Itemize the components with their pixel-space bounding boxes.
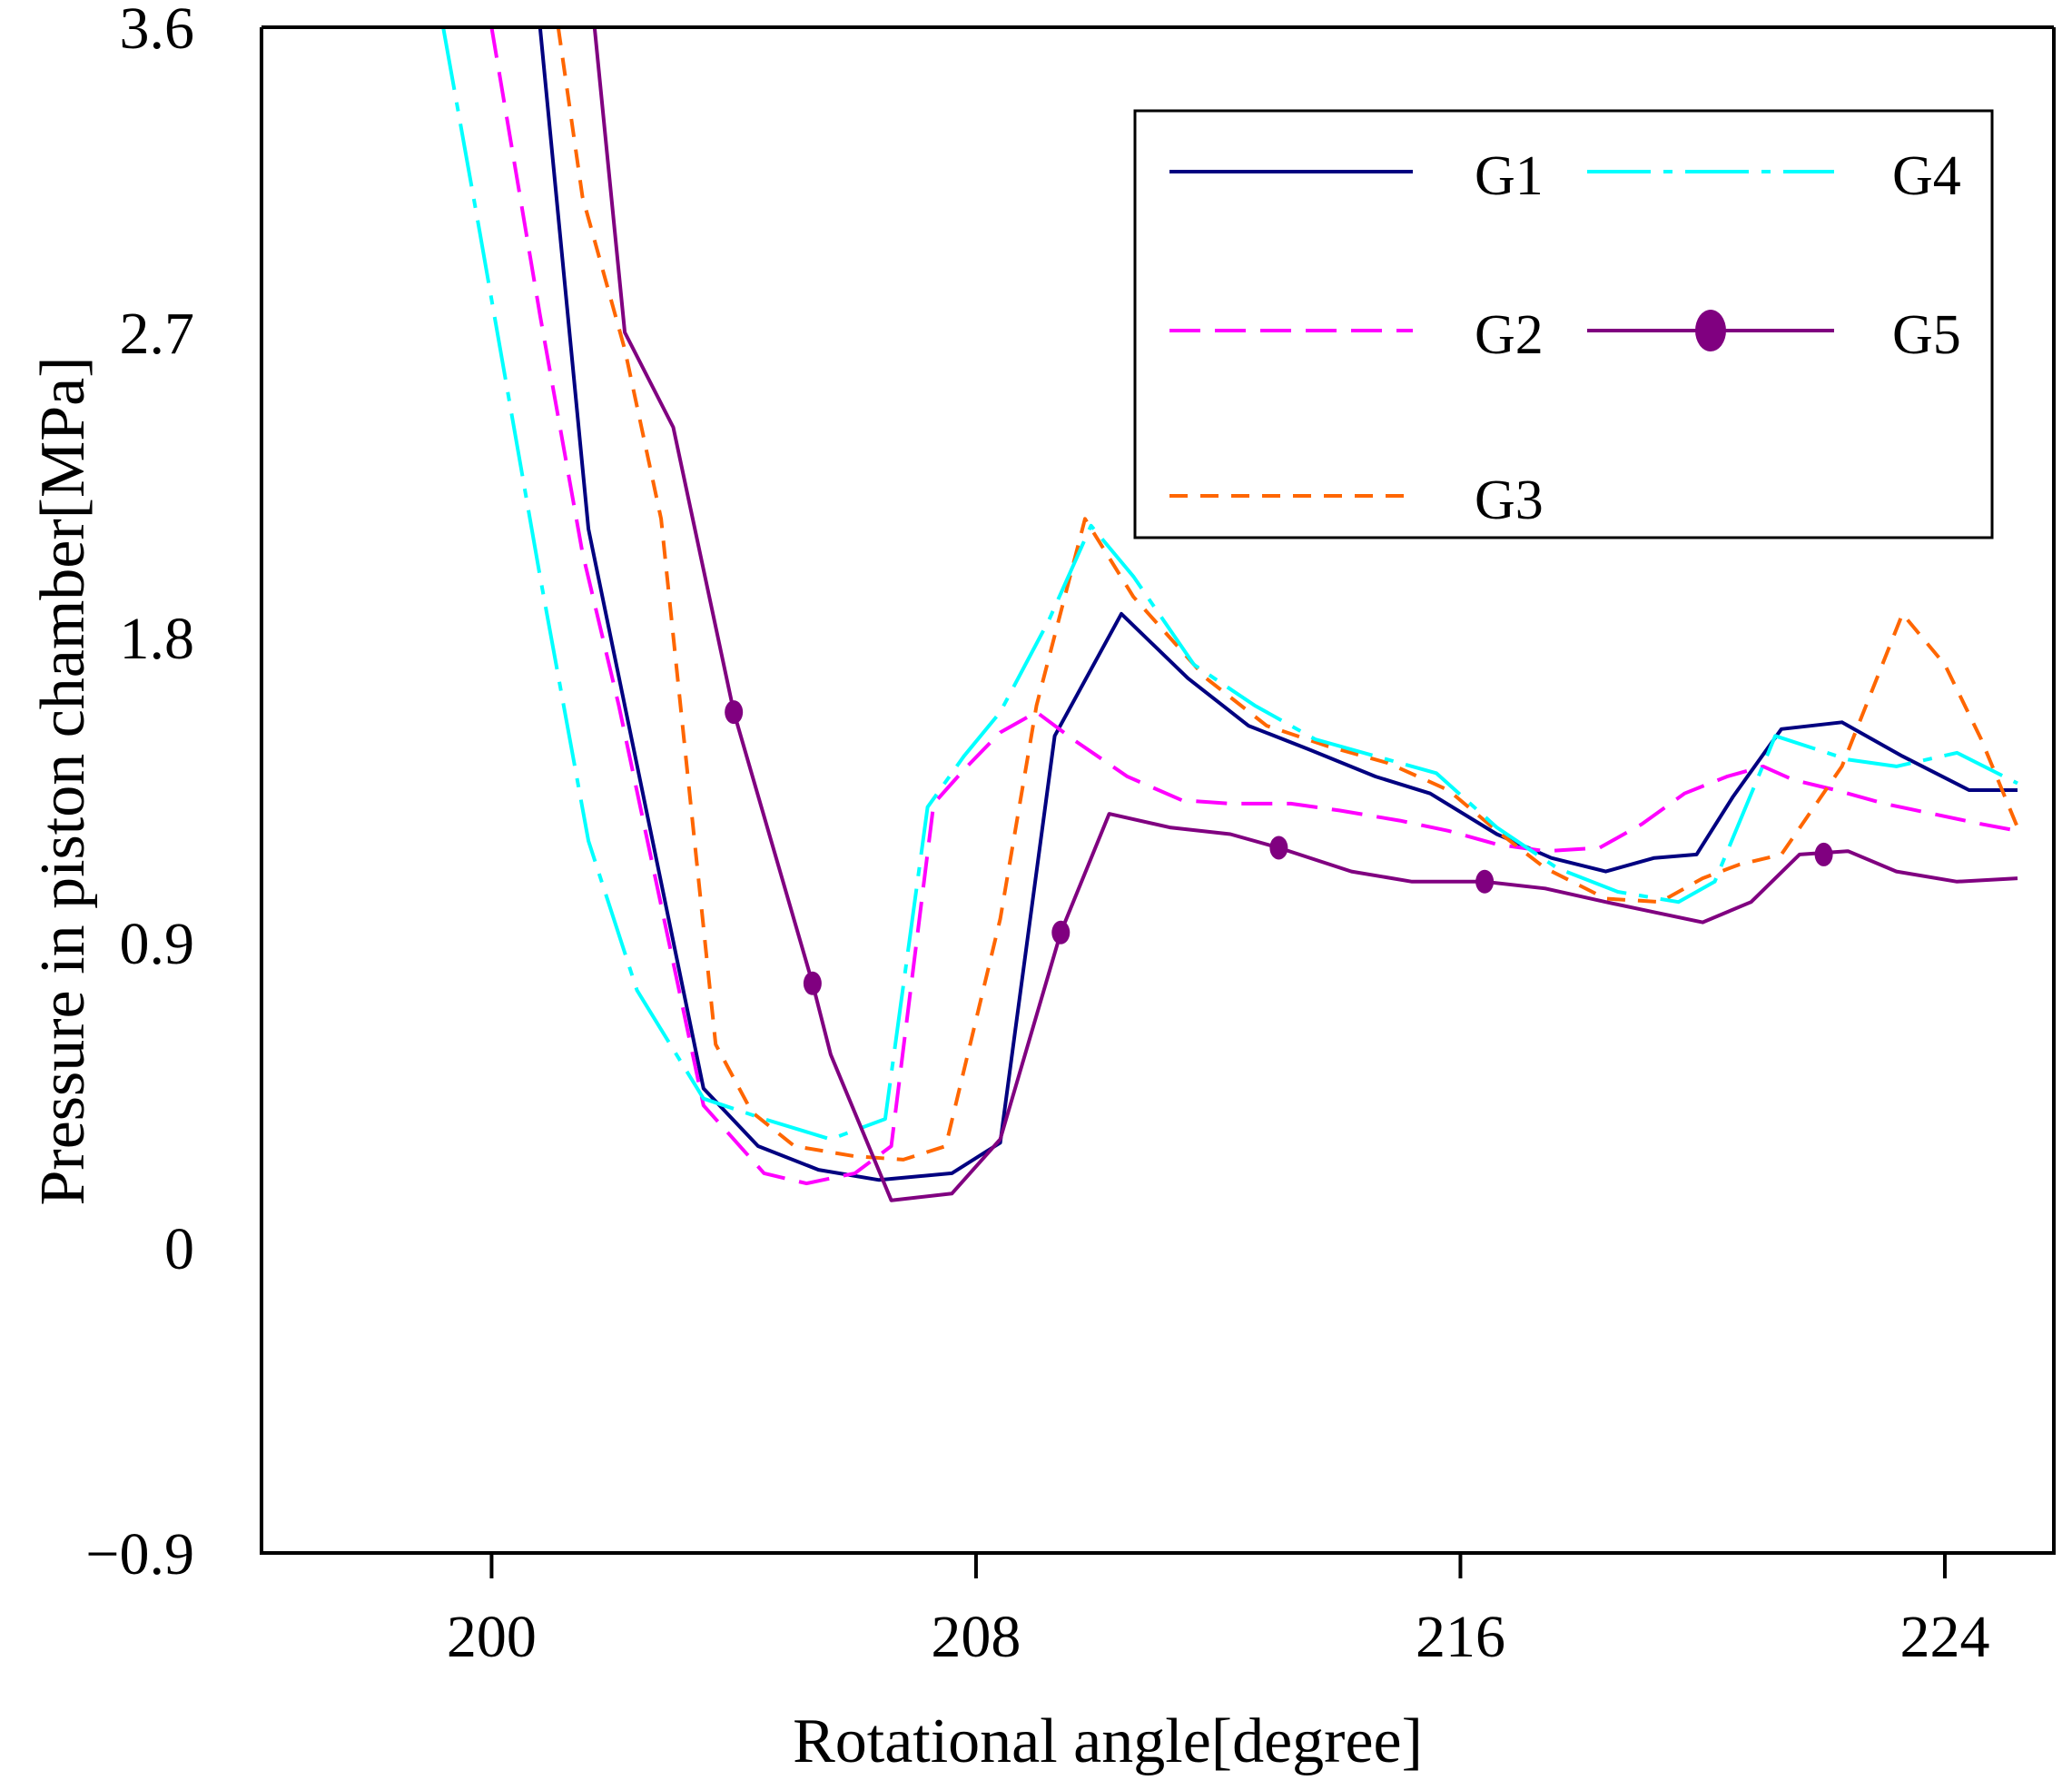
g5-marker: [803, 971, 822, 995]
x-tick-label-216: 216: [1416, 1604, 1505, 1670]
marker-layer: [725, 700, 1833, 995]
tick-layer: 200 208 216 224 −0.9 0 0.9 1.8 2.7 3.6: [85, 0, 1989, 1670]
y-tick-label-2: 0.9: [120, 911, 195, 977]
legend: G1 G2 G3 G4 G5: [1133, 109, 1994, 539]
y-tick-label-3: 1.8: [120, 606, 195, 672]
legend-label-g5: G5: [1892, 304, 1961, 366]
series-line-g3: [556, 27, 2019, 1162]
y-axis-title: Pressure in piston chamber[MPa]: [28, 356, 98, 1205]
y-tick-label-1: 0: [164, 1216, 194, 1282]
series-line-g2: [489, 27, 2018, 1186]
x-tick-label-208: 208: [931, 1604, 1021, 1670]
g5-marker: [1475, 869, 1495, 894]
x-tick-label-224: 224: [1899, 1604, 1989, 1670]
g5-marker: [1814, 842, 1833, 866]
g5-marker: [725, 700, 744, 725]
legend-label-g4: G4: [1892, 145, 1961, 207]
legend-label-g1: G1: [1475, 145, 1544, 207]
x-tick-label-200: 200: [447, 1604, 537, 1670]
series-line-g4: [441, 27, 2018, 1142]
legend-box: [1133, 109, 1994, 539]
y-tick-label-4: 2.7: [120, 301, 195, 367]
legend-marker-g5: [1695, 310, 1726, 351]
legend-label-g3: G3: [1475, 470, 1544, 531]
g5-marker: [1051, 920, 1071, 944]
g5-marker: [1269, 836, 1288, 860]
plot-frame: [260, 25, 2056, 1555]
y-tick-label-0: −0.9: [85, 1521, 194, 1587]
x-axis-title: Rotational angle[degree]: [793, 1706, 1423, 1776]
legend-label-g2: G2: [1475, 304, 1544, 366]
y-tick-label-5: 3.6: [120, 0, 195, 62]
